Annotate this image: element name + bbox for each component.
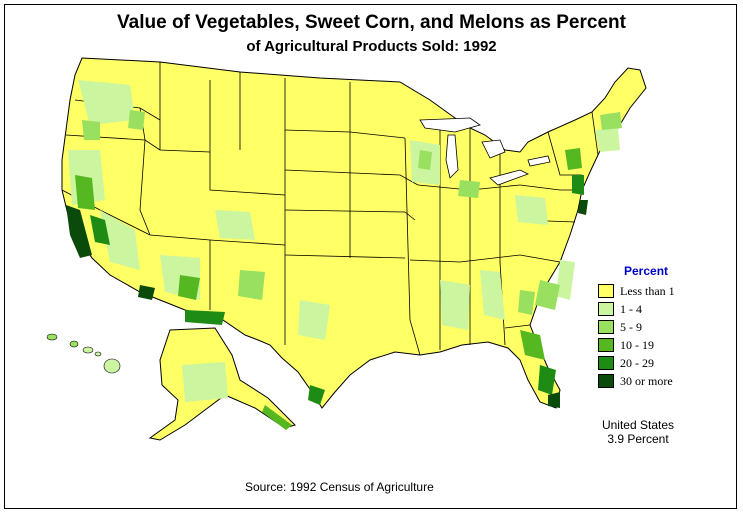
- legend-label: 5 - 9: [620, 320, 642, 334]
- legend-swatch: [598, 374, 614, 388]
- legend-swatch: [598, 338, 614, 352]
- legend-label: 1 - 4: [620, 302, 642, 316]
- source-note: Source: 1992 Census of Agriculture: [245, 480, 434, 494]
- legend-label: 10 - 19: [620, 338, 654, 352]
- legend-title: Percent: [624, 264, 669, 278]
- alaska-panhandle-green: [262, 405, 292, 430]
- legend-swatch: [598, 356, 614, 370]
- legend-label: 20 - 29: [620, 356, 654, 370]
- alaska-light-green: [182, 362, 228, 402]
- legend-label: Less than 1: [620, 284, 675, 298]
- great-lakes: [419, 117, 551, 186]
- map-subtitle: of Agricultural Products Sold: 1992: [246, 38, 497, 55]
- legend-swatch: [598, 284, 614, 298]
- legend-swatch: [598, 320, 614, 334]
- hawaii-islands: [46, 333, 121, 374]
- state-borders: [61, 62, 599, 356]
- map-title: Value of Vegetables, Sweet Corn, and Mel…: [117, 12, 626, 33]
- legend-label: 30 or more: [620, 374, 673, 388]
- darkest-green-counties: [66, 200, 588, 408]
- us-summary-value: 3.9 Percent: [607, 432, 669, 446]
- mid-green-counties: [82, 110, 622, 315]
- darker-green-counties: [90, 175, 584, 405]
- contiguous-us-shape: [61, 57, 647, 409]
- us-summary-label: United States: [601, 418, 675, 432]
- legend-swatch: [598, 302, 614, 316]
- dark-green-counties: [75, 148, 582, 360]
